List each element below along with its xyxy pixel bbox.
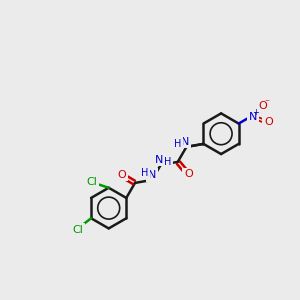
Text: ⁻: ⁻: [265, 99, 270, 109]
Text: O: O: [184, 169, 193, 179]
Text: N: N: [249, 112, 257, 122]
Text: O: O: [118, 169, 126, 180]
Text: H: H: [141, 167, 148, 178]
Text: N: N: [181, 137, 190, 147]
Text: O: O: [264, 117, 273, 127]
Text: H: H: [174, 139, 181, 149]
Text: N: N: [155, 155, 164, 165]
Text: N: N: [148, 170, 156, 180]
Text: H: H: [164, 157, 172, 167]
Text: Cl: Cl: [86, 178, 97, 188]
Text: +: +: [252, 108, 259, 117]
Text: Cl: Cl: [73, 225, 83, 235]
Text: O: O: [259, 101, 268, 111]
